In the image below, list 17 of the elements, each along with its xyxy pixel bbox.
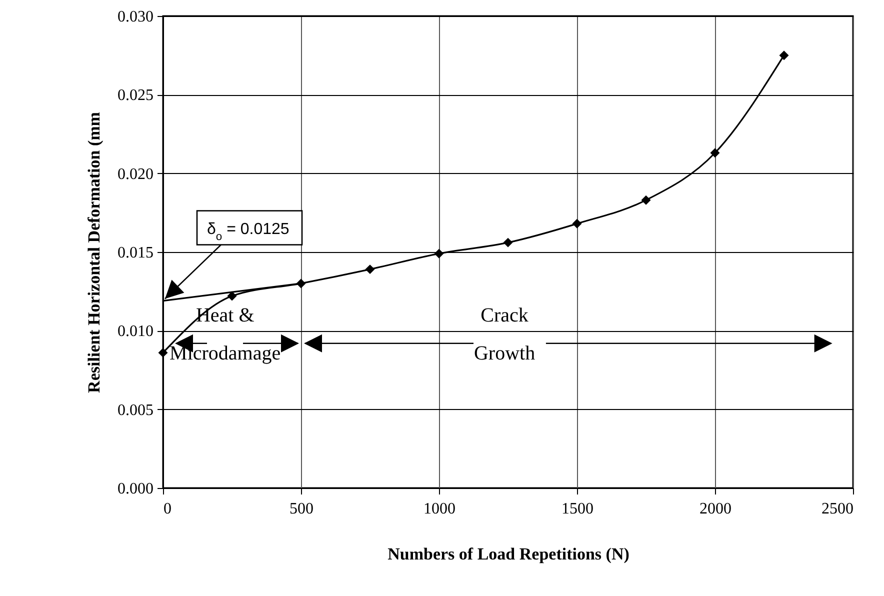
x-axis-title: Numbers of Load Repetitions (N) [388,544,630,564]
annotation: δ$_{o}$ = 0.0125 [207,220,290,243]
y-tick-label: 0.030 [118,8,154,26]
x-tick-label: 2000 [700,500,732,518]
x-tick-label: 0 [164,500,172,518]
y-tick-label: 0.025 [118,87,154,104]
x-tick-label: 2500 [822,500,854,518]
y-axis-title: Resilient Horizontal Deformation (mm [84,112,104,393]
y-tick-label: 0.000 [118,480,154,498]
x-tick-label: 1500 [562,500,594,518]
y-tick-label: 0.020 [118,166,154,183]
y-tick-label: 0.010 [118,323,154,340]
y-tick-label: 0.015 [118,244,154,262]
annotation: Crack Growth [474,304,536,364]
x-tick-label: 500 [290,500,314,518]
x-tick-label: 1000 [424,500,456,518]
y-tick-label: 0.005 [118,402,154,419]
